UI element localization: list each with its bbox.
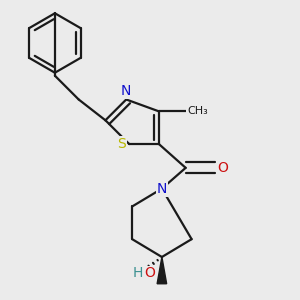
Text: CH₃: CH₃: [187, 106, 208, 116]
Polygon shape: [157, 257, 167, 284]
Text: O: O: [217, 161, 228, 175]
Text: S: S: [118, 137, 126, 151]
Text: N: N: [121, 84, 131, 98]
Text: N: N: [157, 182, 167, 196]
Text: H: H: [132, 266, 142, 280]
Text: O: O: [144, 266, 155, 280]
